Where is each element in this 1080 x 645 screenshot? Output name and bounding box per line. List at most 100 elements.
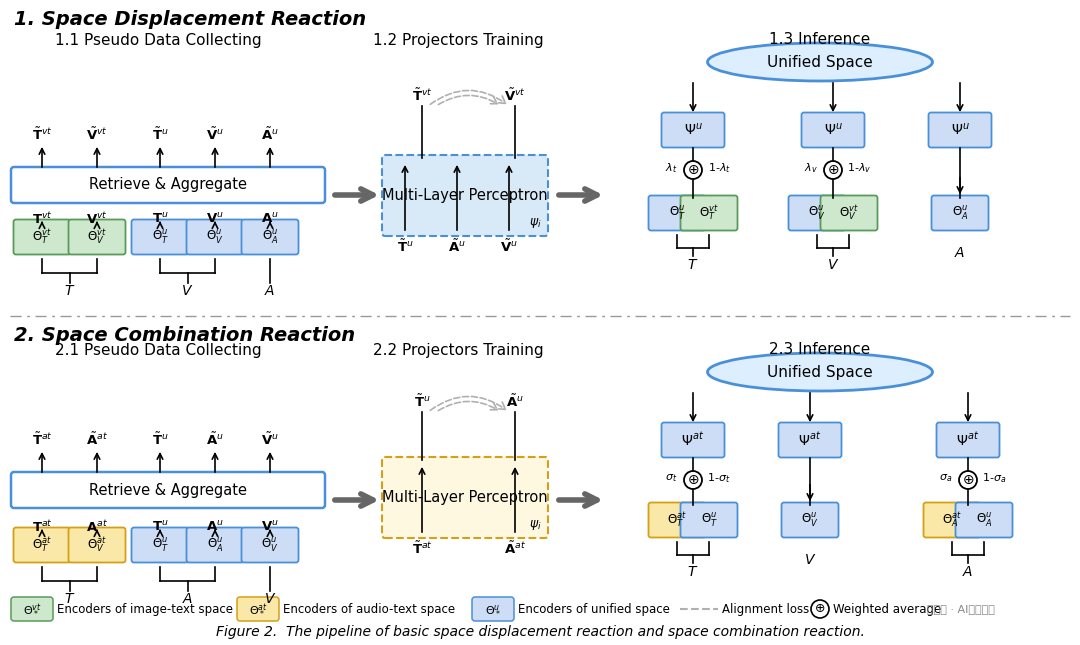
FancyBboxPatch shape (382, 155, 548, 236)
Text: Retrieve & Aggregate: Retrieve & Aggregate (89, 177, 247, 192)
Text: $\tilde{\mathbf{V}}^u$: $\tilde{\mathbf{V}}^u$ (261, 432, 279, 448)
Text: $A$: $A$ (181, 592, 193, 606)
Text: $\Theta_V^{vt}$: $\Theta_V^{vt}$ (87, 228, 107, 246)
Text: $\oplus$: $\oplus$ (814, 602, 825, 615)
Text: $\Theta_T^u$: $\Theta_T^u$ (701, 511, 717, 529)
Text: $\Theta_T^u$: $\Theta_T^u$ (151, 536, 168, 554)
Text: $\mathbf{V}^u$: $\mathbf{V}^u$ (206, 212, 224, 226)
FancyBboxPatch shape (956, 502, 1013, 537)
Text: 1.1 Pseudo Data Collecting: 1.1 Pseudo Data Collecting (55, 32, 261, 48)
Text: $\tilde{\mathbf{T}}^{at}$: $\tilde{\mathbf{T}}^{at}$ (411, 541, 432, 557)
FancyBboxPatch shape (11, 167, 325, 203)
Text: Encoders of unified space: Encoders of unified space (518, 602, 670, 615)
Text: $\tilde{\mathbf{T}}^{at}$: $\tilde{\mathbf{T}}^{at}$ (31, 432, 52, 448)
Text: $\mathbf{T}^{at}$: $\mathbf{T}^{at}$ (31, 519, 52, 535)
FancyBboxPatch shape (187, 219, 243, 255)
FancyBboxPatch shape (13, 528, 70, 562)
FancyBboxPatch shape (11, 472, 325, 508)
Text: $\Theta_T^u$: $\Theta_T^u$ (669, 204, 686, 222)
FancyArrowPatch shape (430, 397, 505, 410)
Text: $\mathbf{V}^u$: $\mathbf{V}^u$ (261, 520, 279, 534)
Text: $\tilde{\mathbf{A}}^u$: $\tilde{\mathbf{A}}^u$ (507, 393, 524, 410)
Text: $\Theta_V^u$: $\Theta_V^u$ (801, 511, 819, 529)
Text: $\sigma_a$: $\sigma_a$ (940, 472, 953, 484)
Ellipse shape (707, 353, 932, 391)
Text: $\tilde{\mathbf{T}}^u$: $\tilde{\mathbf{T}}^u$ (151, 127, 168, 143)
Text: Alignment loss: Alignment loss (723, 602, 809, 615)
Text: $\oplus$: $\oplus$ (962, 473, 974, 487)
Text: $\mathbf{T}^u$: $\mathbf{T}^u$ (151, 520, 168, 534)
Text: $\Theta_T^{at}$: $\Theta_T^{at}$ (32, 535, 52, 555)
FancyBboxPatch shape (680, 502, 738, 537)
Text: $\tilde{\mathbf{A}}^u$: $\tilde{\mathbf{A}}^u$ (261, 127, 279, 143)
Text: $\mathbf{T}^{vt}$: $\mathbf{T}^{vt}$ (31, 211, 52, 227)
Text: 1.3 Inference: 1.3 Inference (769, 32, 870, 48)
FancyBboxPatch shape (661, 422, 725, 457)
Text: $\tilde{\mathbf{T}}^{vt}$: $\tilde{\mathbf{T}}^{vt}$ (31, 127, 52, 143)
Text: $\mathbf{T}^u$: $\mathbf{T}^u$ (151, 212, 168, 226)
FancyBboxPatch shape (68, 219, 125, 255)
Text: 2.1 Pseudo Data Collecting: 2.1 Pseudo Data Collecting (55, 342, 261, 357)
FancyBboxPatch shape (648, 502, 705, 537)
FancyBboxPatch shape (68, 528, 125, 562)
Text: $\Theta_V^{vt}$: $\Theta_V^{vt}$ (839, 203, 859, 223)
FancyBboxPatch shape (661, 112, 725, 148)
Text: $\Psi^u$: $\Psi^u$ (950, 122, 970, 138)
Text: $\tilde{\mathbf{A}}^{at}$: $\tilde{\mathbf{A}}^{at}$ (504, 541, 526, 557)
Text: $\lambda_t$: $\lambda_t$ (665, 161, 677, 175)
FancyBboxPatch shape (13, 219, 70, 255)
Text: $\mathbf{V}^{vt}$: $\mathbf{V}^{vt}$ (86, 211, 108, 227)
FancyBboxPatch shape (242, 528, 298, 562)
Text: Encoders of image-text space: Encoders of image-text space (57, 602, 233, 615)
Text: Figure 2.  The pipeline of basic space displacement reaction and space combinati: Figure 2. The pipeline of basic space di… (216, 625, 864, 639)
Text: Multi-Layer Perceptron: Multi-Layer Perceptron (382, 490, 548, 505)
Text: $\tilde{\mathbf{A}}^{at}$: $\tilde{\mathbf{A}}^{at}$ (86, 432, 108, 448)
Circle shape (684, 161, 702, 179)
Text: $\Psi^u$: $\Psi^u$ (824, 122, 842, 138)
Text: $T$: $T$ (687, 258, 699, 272)
Text: $\mathbf{A}^u$: $\mathbf{A}^u$ (261, 212, 279, 226)
Text: $T$: $T$ (64, 592, 76, 606)
FancyBboxPatch shape (472, 597, 514, 621)
Text: $\psi_i$: $\psi_i$ (529, 518, 542, 532)
Text: $\tilde{\mathbf{T}}^u$: $\tilde{\mathbf{T}}^u$ (151, 432, 168, 448)
FancyBboxPatch shape (648, 195, 705, 230)
Text: 2.2 Projectors Training: 2.2 Projectors Training (373, 342, 543, 357)
Text: $\tilde{\mathbf{A}}^u$: $\tilde{\mathbf{A}}^u$ (448, 239, 465, 255)
Text: $\Theta_V^{at}$: $\Theta_V^{at}$ (87, 535, 107, 555)
Text: Retrieve & Aggregate: Retrieve & Aggregate (89, 482, 247, 497)
FancyBboxPatch shape (242, 219, 298, 255)
Text: $\psi_i$: $\psi_i$ (529, 216, 542, 230)
Text: $T$: $T$ (64, 284, 76, 298)
Text: $\tilde{\mathbf{T}}^u$: $\tilde{\mathbf{T}}^u$ (414, 393, 430, 410)
FancyBboxPatch shape (788, 195, 846, 230)
FancyBboxPatch shape (11, 597, 53, 621)
FancyBboxPatch shape (779, 422, 841, 457)
Text: Unified Space: Unified Space (767, 364, 873, 379)
FancyBboxPatch shape (237, 597, 279, 621)
FancyBboxPatch shape (801, 112, 864, 148)
Ellipse shape (707, 43, 932, 81)
FancyBboxPatch shape (187, 528, 243, 562)
Text: $\Theta_T^{at}$: $\Theta_T^{at}$ (667, 510, 687, 530)
Text: Encoders of audio-text space: Encoders of audio-text space (283, 602, 455, 615)
Text: 1. Space Displacement Reaction: 1. Space Displacement Reaction (14, 10, 366, 29)
Text: $\tilde{\mathbf{A}}^u$: $\tilde{\mathbf{A}}^u$ (206, 432, 224, 448)
Text: $\tilde{\mathbf{V}}^u$: $\tilde{\mathbf{V}}^u$ (500, 239, 518, 255)
FancyBboxPatch shape (929, 112, 991, 148)
Circle shape (824, 161, 842, 179)
Text: $T$: $T$ (687, 565, 699, 579)
Text: $\tilde{\mathbf{V}}^{vt}$: $\tilde{\mathbf{V}}^{vt}$ (504, 88, 526, 104)
Text: Unified Space: Unified Space (767, 54, 873, 70)
Text: $\Psi^{at}$: $\Psi^{at}$ (798, 432, 822, 449)
Text: $\sigma_t$: $\sigma_t$ (665, 472, 677, 484)
Text: $\mathbf{A}^{at}$: $\mathbf{A}^{at}$ (86, 519, 108, 535)
Text: $V$: $V$ (181, 284, 193, 298)
FancyBboxPatch shape (936, 422, 999, 457)
FancyBboxPatch shape (821, 195, 877, 230)
Text: 2.3 Inference: 2.3 Inference (769, 342, 870, 357)
Text: $\Theta_*^u$: $\Theta_*^u$ (485, 604, 501, 615)
Text: $\oplus$: $\oplus$ (827, 163, 839, 177)
Text: Multi-Layer Perceptron: Multi-Layer Perceptron (382, 188, 548, 203)
Text: $\oplus$: $\oplus$ (687, 163, 699, 177)
